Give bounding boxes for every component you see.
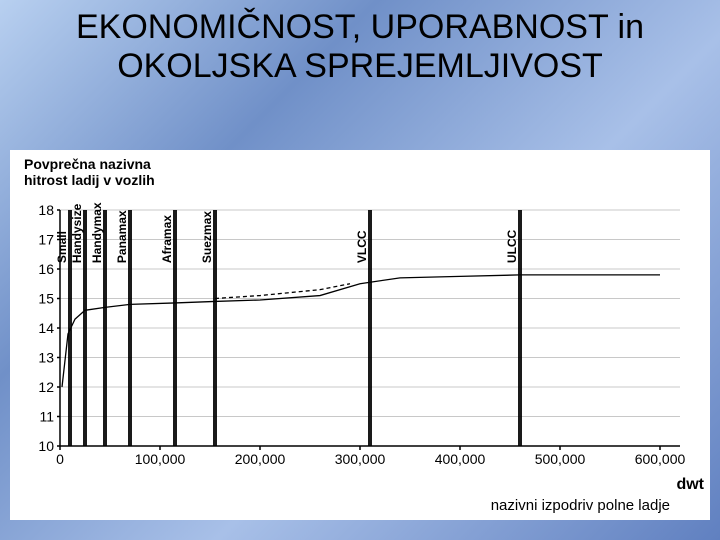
y-axis-label: Povprečna nazivnahitrost ladij v vozlih xyxy=(24,156,155,188)
slide: EKONOMIČNOST, UPORABNOST in OKOLJSKA SPR… xyxy=(0,0,720,540)
svg-text:Aframax: Aframax xyxy=(160,215,174,263)
svg-text:10: 10 xyxy=(38,438,54,454)
svg-text:200,000: 200,000 xyxy=(235,451,286,467)
svg-text:17: 17 xyxy=(38,232,54,248)
svg-text:Suezmax: Suezmax xyxy=(200,211,214,263)
x-axis-label: nazivni izpodriv polne ladje xyxy=(491,497,670,514)
svg-text:15: 15 xyxy=(38,291,54,307)
svg-text:0: 0 xyxy=(56,451,64,467)
svg-text:ULCC: ULCC xyxy=(505,229,519,263)
svg-text:Small: Small xyxy=(55,231,69,263)
chart-plot: 1011121314151617180100,000200,000300,000… xyxy=(60,210,680,468)
svg-text:11: 11 xyxy=(39,409,54,425)
svg-text:12: 12 xyxy=(38,379,54,395)
svg-text:600,000: 600,000 xyxy=(635,451,686,467)
svg-text:16: 16 xyxy=(38,261,54,277)
slide-title: EKONOMIČNOST, UPORABNOST in OKOLJSKA SPR… xyxy=(0,0,720,86)
svg-text:300,000: 300,000 xyxy=(335,451,386,467)
svg-text:13: 13 xyxy=(38,350,54,366)
svg-text:14: 14 xyxy=(38,320,54,336)
svg-text:Panamax: Panamax xyxy=(115,210,129,263)
svg-text:400,000: 400,000 xyxy=(435,451,486,467)
svg-text:Handysize: Handysize xyxy=(70,203,84,263)
chart-container: Povprečna nazivnahitrost ladij v vozlih … xyxy=(10,150,710,520)
svg-text:VLCC: VLCC xyxy=(355,230,369,263)
svg-text:18: 18 xyxy=(38,202,54,218)
svg-text:500,000: 500,000 xyxy=(535,451,586,467)
svg-text:Handymax: Handymax xyxy=(90,202,104,263)
x-unit-label: dwt xyxy=(676,476,704,494)
svg-text:100,000: 100,000 xyxy=(135,451,186,467)
